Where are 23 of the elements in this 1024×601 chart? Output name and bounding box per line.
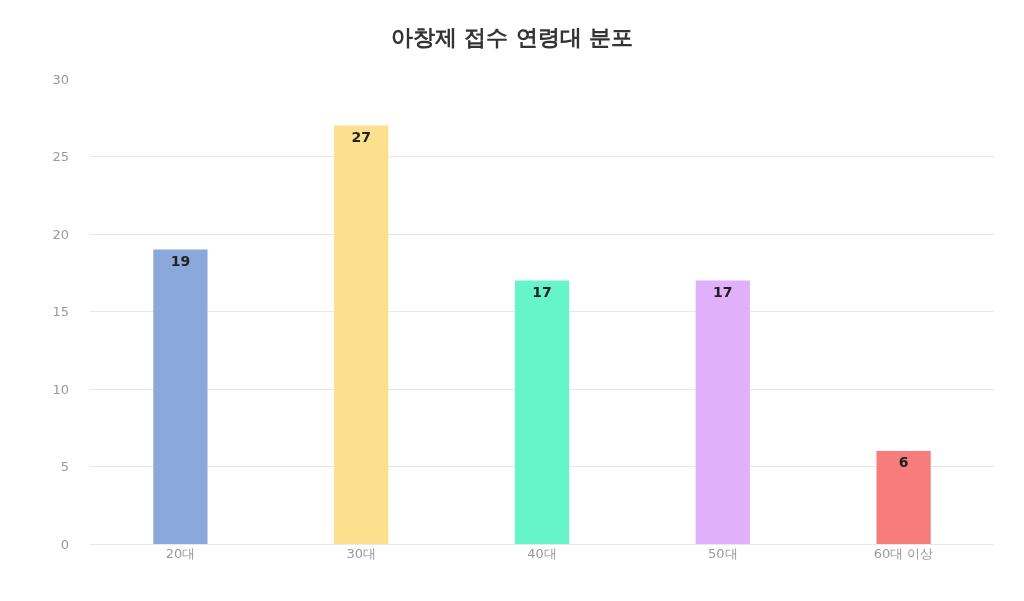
- bar: [876, 451, 931, 544]
- y-tick-label: 20: [52, 226, 69, 242]
- data-label: 17: [713, 283, 733, 300]
- data-label: 19: [170, 252, 191, 269]
- x-tick-label: 30대: [346, 546, 376, 561]
- y-tick-label: 15: [52, 304, 69, 320]
- x-tick-label: 40대: [527, 546, 557, 561]
- bar: [334, 125, 389, 544]
- data-label: 6: [898, 454, 909, 470]
- data-label: 27: [351, 128, 371, 145]
- y-tick-label: 0: [60, 536, 69, 552]
- y-tick-label: 10: [52, 381, 69, 397]
- x-tick-label: 50대: [708, 546, 738, 561]
- data-label: 17: [532, 283, 552, 300]
- x-tick-label: 20대: [165, 546, 196, 561]
- chart-title: 아창제 접수 연령대 분포: [390, 25, 634, 51]
- y-tick-label: 25: [52, 149, 69, 165]
- bar: [153, 249, 208, 544]
- y-tick-label: 5: [60, 459, 69, 475]
- x-tick-label: 60대 이상: [873, 546, 934, 561]
- bar: [514, 280, 570, 544]
- bar: [695, 280, 750, 544]
- y-tick-label: 30: [52, 71, 69, 87]
